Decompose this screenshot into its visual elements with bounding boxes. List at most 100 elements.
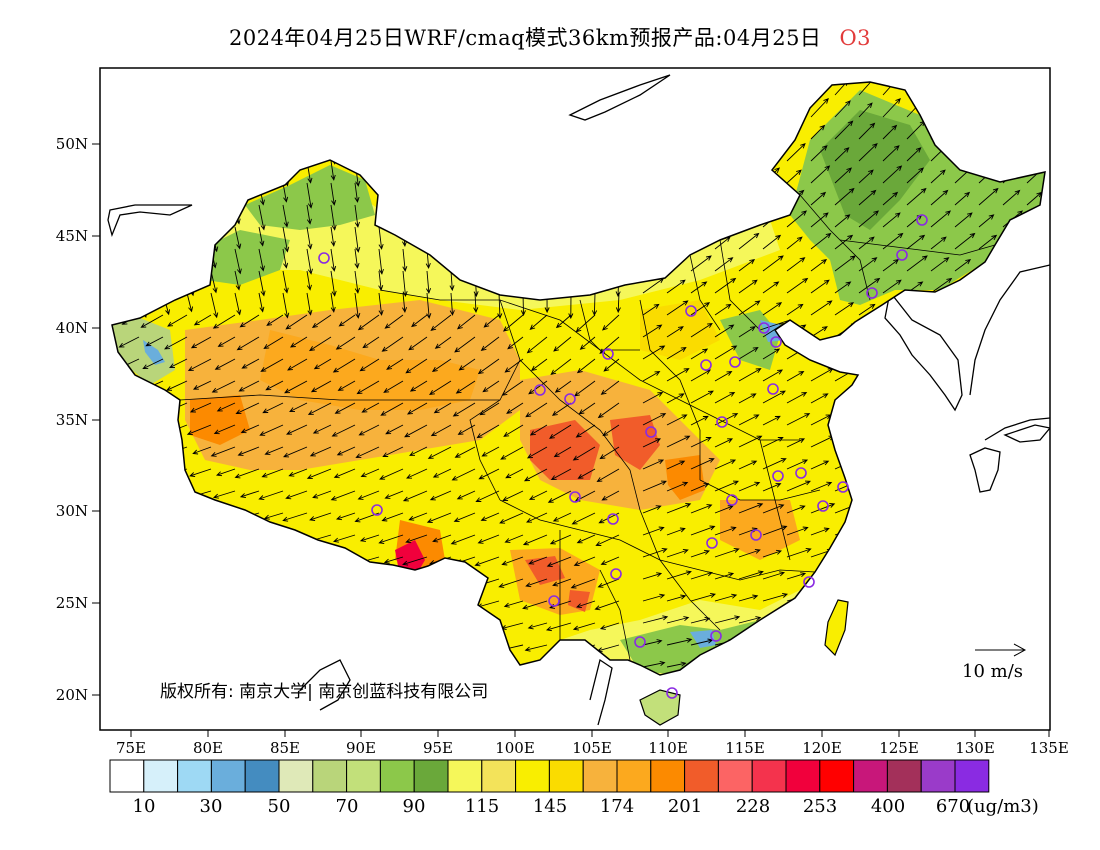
wind-arrow xyxy=(330,204,337,231)
wind-arrow xyxy=(572,622,596,631)
wind-arrow xyxy=(714,82,733,96)
wind-arrow xyxy=(1002,459,1025,470)
wind-arrow xyxy=(592,138,598,160)
wind-arrow xyxy=(786,660,810,668)
wind-arrow xyxy=(906,82,921,96)
wind-arrow xyxy=(548,666,572,674)
wind-arrow xyxy=(714,303,732,316)
wind-arrow xyxy=(738,165,759,184)
wind-arrow xyxy=(906,525,932,536)
wind-arrow xyxy=(834,100,851,118)
wind-arrow xyxy=(762,348,781,360)
wind-arrow xyxy=(762,167,780,184)
wind-arrow xyxy=(329,556,356,565)
wind-arrow xyxy=(1026,326,1044,338)
wind-arrow xyxy=(1002,505,1022,514)
wind-arrow xyxy=(834,437,856,448)
wind-arrow xyxy=(568,204,574,229)
legend-swatch xyxy=(853,759,888,793)
wind-arrow xyxy=(477,534,500,544)
wind-arrow xyxy=(1002,639,1023,646)
wind-arrow xyxy=(714,526,737,536)
wind-arrow xyxy=(858,277,881,294)
wind-arrow xyxy=(234,160,242,184)
wind-arrow xyxy=(425,182,431,203)
wind-arrow xyxy=(333,468,356,479)
wind-arrow xyxy=(810,258,828,272)
wind-arrow xyxy=(906,592,933,602)
wind-arrow xyxy=(811,684,833,689)
wind-arrow xyxy=(209,644,236,650)
wind-arrow xyxy=(882,82,899,96)
wind-arrow xyxy=(186,204,195,231)
wind-arrow xyxy=(906,571,930,580)
wind-arrow xyxy=(162,160,171,184)
wind-arrow xyxy=(544,94,550,116)
wind-arrow xyxy=(192,380,212,390)
wind-arrow xyxy=(666,594,687,602)
wind-arrow xyxy=(906,147,922,162)
wind-arrow xyxy=(978,214,995,228)
legend-swatch xyxy=(920,759,956,793)
legend-swatch xyxy=(684,759,719,793)
wind-arrow xyxy=(215,468,236,477)
wind-arrow xyxy=(930,82,949,96)
wind-arrow xyxy=(520,270,526,292)
wind-arrow xyxy=(954,393,973,404)
wind-arrow xyxy=(282,292,290,319)
wind-arrow xyxy=(426,292,432,319)
wind-arrow xyxy=(762,482,782,492)
wind-arrow xyxy=(378,138,384,159)
svg-text:95E: 95E xyxy=(423,739,453,757)
wind-arrow xyxy=(432,468,452,478)
wind-arrow xyxy=(96,686,115,690)
wind-arrow xyxy=(1026,232,1045,250)
legend-swatch xyxy=(244,759,280,793)
wind-arrow xyxy=(140,556,164,563)
wind-arrow xyxy=(575,424,596,438)
wind-arrow xyxy=(714,102,729,118)
wind-arrow xyxy=(116,600,140,606)
wind-arrow xyxy=(384,490,404,499)
wind-arrow xyxy=(882,165,903,184)
wind-arrow xyxy=(762,281,780,294)
wind-arrow xyxy=(642,370,661,382)
wind-arrow xyxy=(1002,391,1024,404)
wind-arrow xyxy=(449,666,476,674)
wind-arrow xyxy=(978,147,994,162)
wind-arrow xyxy=(553,446,572,458)
wind-arrow xyxy=(377,666,404,673)
wind-arrow xyxy=(332,534,356,543)
wind-arrow xyxy=(762,120,782,140)
wind-arrow xyxy=(575,314,596,333)
wind-arrow xyxy=(210,116,217,137)
wind-arrow xyxy=(497,204,503,229)
wind-arrow xyxy=(191,578,212,584)
wind-arrow xyxy=(714,370,733,382)
wind-arrow xyxy=(212,556,236,564)
wind-arrow xyxy=(411,314,428,328)
wind-arrow xyxy=(810,527,830,536)
wind-arrow xyxy=(473,292,479,314)
wind-arrow xyxy=(402,182,408,206)
wind-arrow xyxy=(210,94,219,121)
wind-arrow xyxy=(666,145,684,162)
wind-arrow xyxy=(597,402,620,419)
legend-swatch xyxy=(548,759,584,793)
wind-arrow xyxy=(931,683,956,689)
wind-arrow xyxy=(359,666,380,672)
wind-arrow xyxy=(449,204,455,226)
svg-text:105E: 105E xyxy=(572,739,612,757)
copyright-text: 版权所有: 南京大学| 南京创蓝科技有限公司 xyxy=(160,682,488,702)
wind-arrow xyxy=(241,358,260,369)
wind-arrow xyxy=(978,415,997,426)
wind-arrow xyxy=(167,314,188,327)
wind-arrow xyxy=(379,468,404,480)
wind-arrow xyxy=(954,212,973,228)
wind-arrow xyxy=(164,336,188,350)
wind-arrow xyxy=(642,189,661,206)
wind-arrow xyxy=(642,459,665,470)
wind-arrow xyxy=(978,281,996,294)
lat-tick: 40N xyxy=(56,319,100,337)
legend-swatch xyxy=(954,759,990,793)
